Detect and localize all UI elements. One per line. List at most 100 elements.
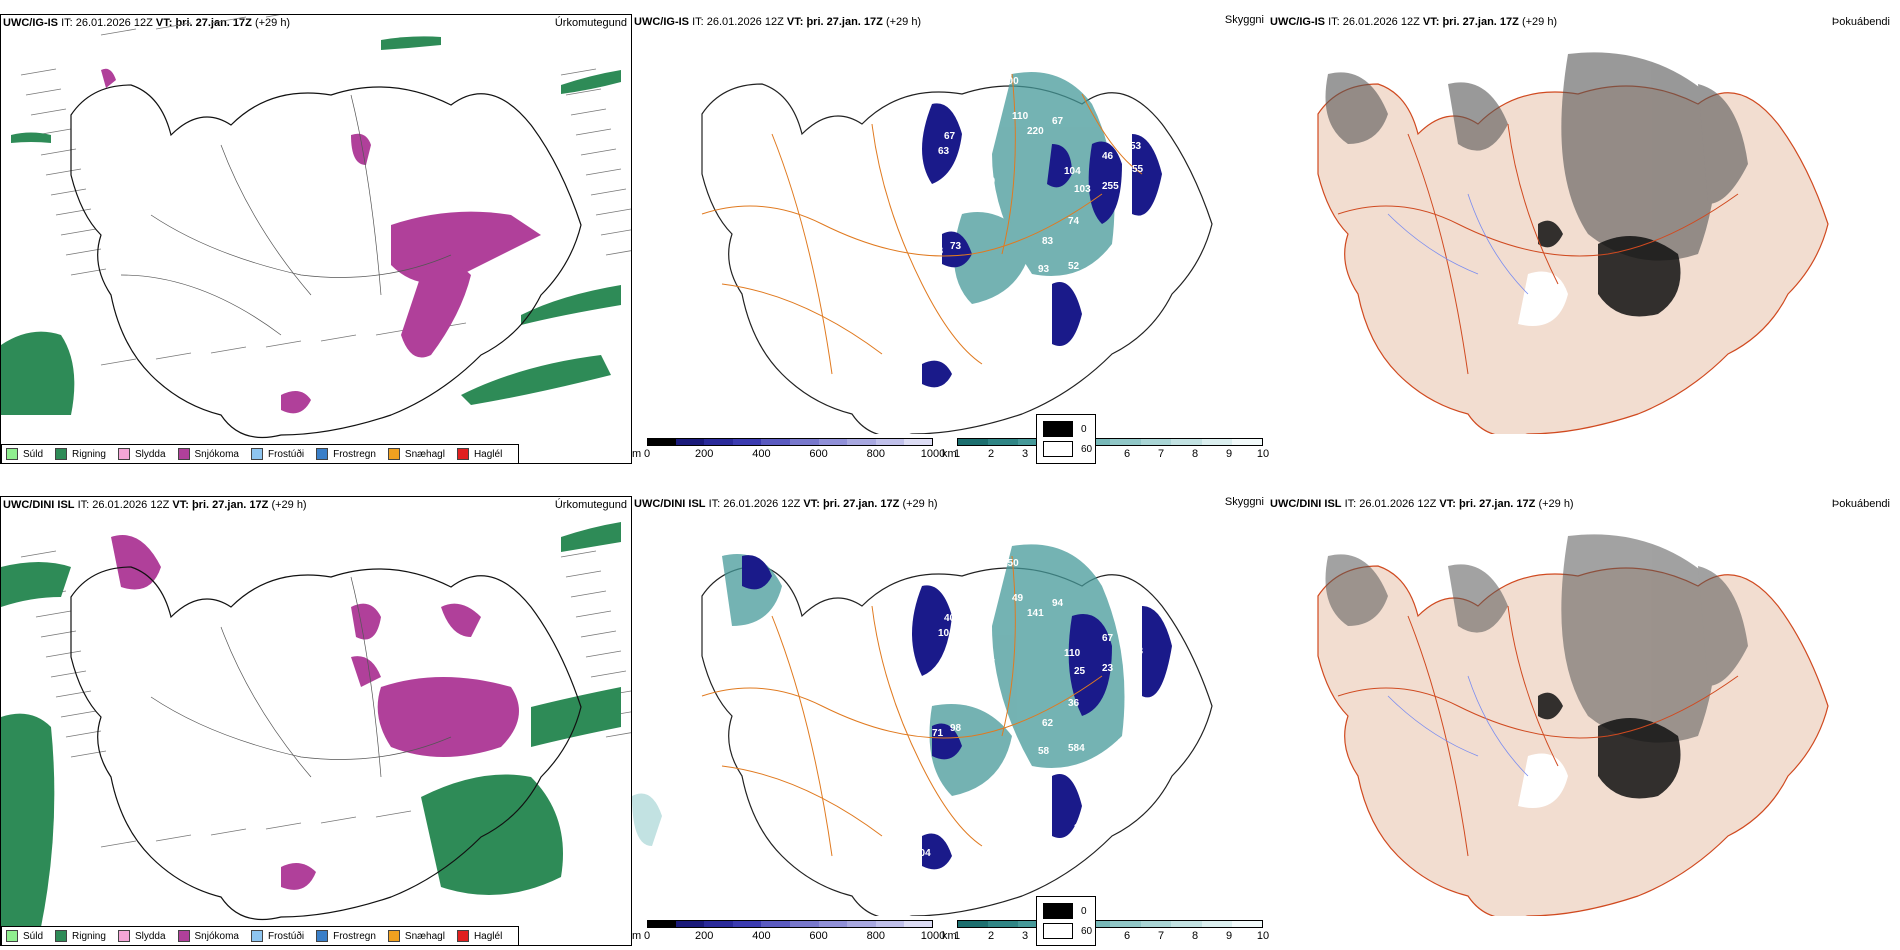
colorbar-frame (957, 920, 1263, 928)
colorbar-segment (847, 438, 877, 446)
colorbar-segment (904, 438, 934, 446)
legend-swatch (117, 930, 130, 942)
colorbar-tick-label: 800 (866, 448, 885, 460)
colorbar-segment (1171, 438, 1203, 446)
cloud-base-visibility-map: 150 141 94 104 40 55 49 67 67 62 63 110 25 23 36 62 71 98… (632, 544, 1213, 916)
colorbar-tick-label: 9 (1225, 930, 1233, 942)
colorbar-tick-label: 6 (1123, 448, 1131, 460)
colorbar-segment (987, 438, 1019, 446)
colorbar-tick-label: 2 (987, 930, 995, 942)
precip-type-map (1, 15, 631, 439)
fog-indicator-map (1317, 534, 1829, 916)
colorbar-segment (647, 920, 677, 928)
colorbar-tick-label: 1 (953, 448, 961, 460)
cloud-visibility-panel-2: UWC/DINI ISL IT: 26.01.2026 12Z VT: þri.… (632, 496, 1269, 946)
colorbar-segment (704, 920, 734, 928)
cloud-base-label: 52 (1068, 261, 1080, 272)
cloud-base-label: 584 (1068, 743, 1085, 754)
colorbar-tick-label: 9 (1225, 448, 1233, 460)
cloud-base-label: 103 (1074, 184, 1091, 195)
cloud-base-label: 46 (1102, 151, 1114, 162)
colorbar-unit: m (632, 930, 642, 942)
colorbar-tick-label: 1 (953, 930, 961, 942)
colorbar-unit: m (632, 448, 642, 460)
legend-swatch (456, 448, 469, 460)
legend-swatch (250, 448, 263, 460)
colorbar-segment (761, 920, 791, 928)
colorbar-segment (818, 438, 848, 446)
colorbar-segment (675, 438, 705, 446)
colorbar-segment (732, 438, 762, 446)
visibility-colorbar: km12345678910 (942, 920, 1269, 946)
colorbar-frame (647, 438, 933, 446)
legend-swatch (456, 930, 469, 942)
colorbar-segment (904, 920, 934, 928)
cloud-base-colorbar: m 0 200 400 600 800 1000 (632, 920, 945, 946)
cloud-base-label: 98 (950, 723, 962, 734)
colorbar-segment (1140, 438, 1172, 446)
colorbar-unit: km (942, 448, 957, 460)
colorbar-tick-label: 1000 (920, 448, 946, 460)
legend-item: Frostregn (316, 930, 376, 942)
colorbar-tick-label: 0 (643, 930, 651, 942)
iceland-outline (70, 566, 582, 921)
cloud-base-label: 63 (1132, 646, 1144, 657)
colorbar-segment (761, 438, 791, 446)
legend-item: Snæhagl (387, 448, 445, 460)
precip-type-title: Úrkomutegund (554, 17, 627, 29)
cloud-base-colorbar: m 0 200 400 600 800 1000 (632, 438, 945, 464)
precip-type-map (1, 522, 631, 927)
colorbar-segment (790, 920, 820, 928)
fog-legend-row: 60 (1043, 441, 1092, 457)
colorbar-segment (704, 438, 734, 446)
legend-item: Slydda (117, 930, 166, 942)
panel-title: UWC/DINI ISL IT: 26.01.2026 12Z VT: þri.… (1270, 498, 1574, 510)
legend-item: Rigning (55, 930, 106, 942)
cloud-base-label: 40 (944, 613, 956, 624)
cloud-base-label: 25 (1074, 666, 1086, 677)
colorbar-frame (647, 920, 933, 928)
colorbar-tick-label: 10 (1256, 448, 1270, 460)
colorbar-segment (732, 920, 762, 928)
cloud-base-label: 37 (932, 873, 944, 884)
colorbar-segment (957, 438, 989, 446)
legend-item: Frostúði (250, 448, 304, 460)
colorbar-segment (847, 920, 877, 928)
cloud-base-label: 104 (938, 628, 955, 639)
cloud-base-label: 110 (1064, 648, 1081, 659)
legend-swatch (316, 930, 329, 942)
panel-title: UWC/IG-IS IT: 26.01.2026 12Z VT: þri. 27… (3, 17, 291, 29)
cloud-base-label: 67 (984, 658, 996, 669)
fog-legend: 0 60 (1036, 414, 1096, 464)
legend-item: Frostregn (316, 448, 376, 460)
iceland-outline (70, 84, 582, 439)
cloud-base-label: 150 (1002, 558, 1019, 569)
cloud-base-label: 58 (1038, 746, 1050, 757)
fog-swatch-white (1043, 923, 1073, 939)
cloud-base-label: 220 (1027, 126, 1044, 137)
legend-swatch (177, 448, 190, 460)
colorbar-segment (875, 920, 905, 928)
panel-title: UWC/IG-IS IT: 26.01.2026 12Z VT: þri. 27… (1270, 16, 1558, 28)
cloud-base-label: 63 (938, 146, 950, 157)
cloud-base-label: 33 (1074, 341, 1086, 352)
legend-swatch (6, 930, 18, 942)
cloud-base-label: 67 (944, 131, 956, 142)
legend-swatch (55, 448, 68, 460)
legend-item: Súld (6, 930, 43, 942)
colorbar-tick-label: 1000 (920, 930, 946, 942)
fog-swatch-white (1043, 441, 1073, 457)
cloud-base-visibility-map: 300 220 67 63 67 45 110 99 46 53 55 104 103 255 74 83 68… (701, 72, 1213, 434)
colorbar-segment (675, 920, 705, 928)
colorbar-tick-label: 200 (695, 930, 714, 942)
cloud-base-label: 74 (1118, 256, 1130, 267)
legend-swatch (117, 448, 130, 460)
cloud-base-label: 53 (1130, 141, 1142, 152)
cloud-base-label: 75 (1118, 738, 1130, 749)
fog-legend: 0 60 (1036, 896, 1096, 946)
colorbar-segment (790, 438, 820, 446)
cloud-base-label: 104 (1064, 166, 1081, 177)
legend-item: Súld (6, 448, 43, 460)
legend-item: Haglél (456, 448, 502, 460)
precip-type-panel-2: UWC/DINI ISL IT: 26.01.2026 12Z VT: þri.… (0, 496, 632, 946)
